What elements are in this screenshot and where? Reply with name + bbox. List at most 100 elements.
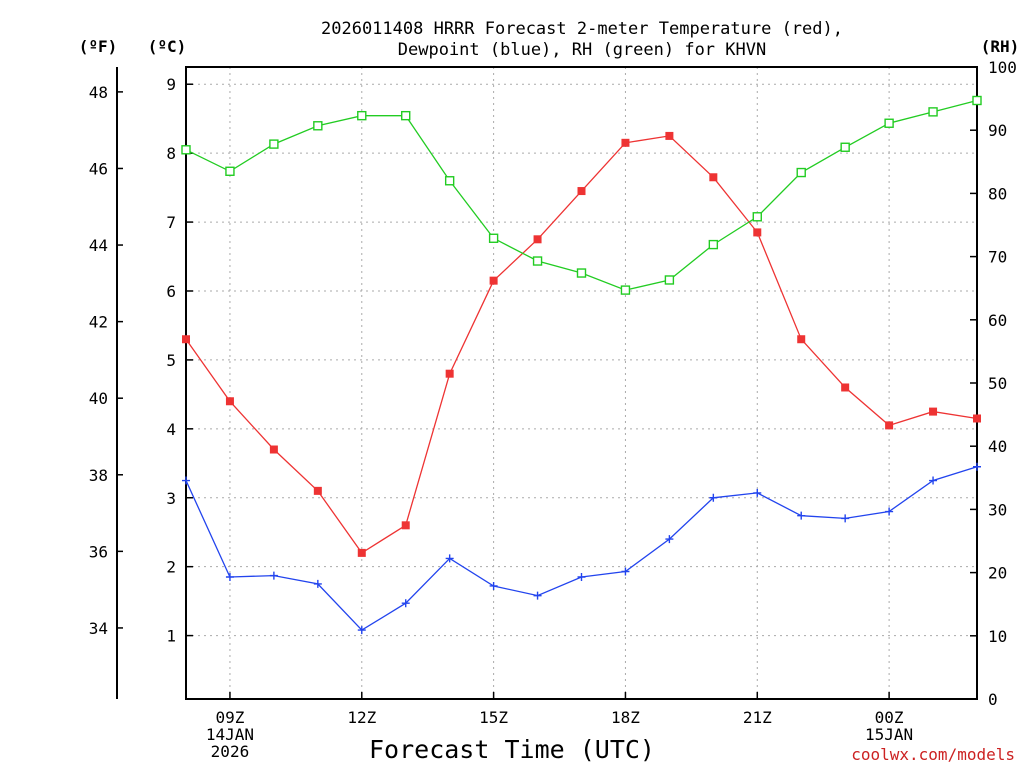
tick-labels: 1234567893436384042444648010203040506070… <box>89 58 1017 761</box>
temperature-point <box>621 138 630 147</box>
temperature-point <box>357 548 366 557</box>
dewpoint-line <box>185 466 978 631</box>
rh-point <box>796 167 806 178</box>
x-axis-label: Forecast Time (UTC) <box>369 735 655 764</box>
celsius-tick-label: 4 <box>166 420 176 439</box>
temperature-point <box>269 445 278 454</box>
rh-point <box>752 212 762 222</box>
series-layer <box>181 95 982 635</box>
dewpoint-point <box>313 579 322 588</box>
rh-tick-label: 40 <box>988 437 1007 456</box>
temperature-point <box>182 335 190 344</box>
axes <box>116 66 978 700</box>
temperature-point <box>753 228 762 237</box>
rh-tick-label: 60 <box>988 311 1007 330</box>
dewpoint-point <box>225 573 234 582</box>
dewpoint-point <box>269 571 278 580</box>
fahrenheit-tick-label: 44 <box>89 236 108 255</box>
rh-point <box>181 145 191 155</box>
rh-tick-label: 30 <box>988 500 1007 519</box>
rh-point <box>401 110 411 121</box>
rh-tick-label: 100 <box>988 58 1017 77</box>
rh-point <box>620 285 631 295</box>
x-tick-label: 09Z <box>215 708 244 727</box>
rh-point <box>488 233 499 243</box>
plot-frame <box>185 66 978 700</box>
dewpoint-point <box>577 573 586 582</box>
dewpoint-point <box>753 488 762 497</box>
rh-point <box>269 139 279 149</box>
temperature-point <box>577 187 586 196</box>
rh-unit-label: (RH) <box>981 37 1020 56</box>
rh-point <box>664 275 675 285</box>
temperature-point <box>401 521 410 530</box>
fahrenheit-tick-label: 38 <box>89 466 108 485</box>
fahrenheit-unit-label: (ºF) <box>79 37 118 56</box>
celsius-tick-label: 3 <box>166 489 176 508</box>
dewpoint-point <box>357 626 366 635</box>
temperature-point <box>841 383 850 392</box>
rh-tick-label: 50 <box>988 374 1007 393</box>
x-tick-label: 14JAN <box>206 725 254 744</box>
rh-point <box>972 95 982 106</box>
x-tick-label: 21Z <box>743 708 772 727</box>
celsius-tick-label: 5 <box>166 351 176 370</box>
rh-tick-label: 0 <box>988 690 998 709</box>
fahrenheit-tick-label: 40 <box>89 389 108 408</box>
dewpoint-point <box>621 567 630 576</box>
dewpoint-point <box>401 599 410 608</box>
x-tick-label: 15Z <box>479 708 508 727</box>
dewpoint-point <box>709 493 718 502</box>
dewpoint-point <box>489 581 498 590</box>
fahrenheit-tick-label: 48 <box>89 83 108 102</box>
fahrenheit-tick-label: 36 <box>89 542 108 561</box>
temperature-point <box>973 414 981 423</box>
rh-point <box>313 121 323 131</box>
temperature-point <box>885 421 894 430</box>
temperature-point <box>445 369 454 378</box>
dewpoint-point <box>797 511 806 520</box>
temperature-point <box>929 407 938 416</box>
dewpoint-point <box>182 476 190 485</box>
temperature-point <box>797 335 806 344</box>
gridlines <box>186 67 977 699</box>
rh-point <box>532 256 543 266</box>
rh-tick-label: 90 <box>988 121 1007 140</box>
dewpoint-point <box>533 591 542 600</box>
rh-point <box>928 107 938 117</box>
x-tick-label: 18Z <box>611 708 640 727</box>
celsius-tick-label: 8 <box>166 144 176 163</box>
rh-tick-label: 80 <box>988 184 1007 203</box>
celsius-tick-label: 7 <box>166 213 176 232</box>
temperature-point <box>313 486 322 495</box>
celsius-tick-label: 1 <box>166 627 176 646</box>
chart-title-line2: Dewpoint (blue), RH (green) for KHVN <box>398 40 766 60</box>
x-tick-label: 00Z <box>875 708 904 727</box>
temperature-point <box>533 235 542 244</box>
rh-point <box>840 142 850 152</box>
celsius-unit-label: (ºC) <box>148 37 187 56</box>
rh-point <box>708 239 719 250</box>
x-tick-label: 2026 <box>211 742 250 761</box>
rh-tick-label: 70 <box>988 248 1007 267</box>
chart-title-line1: 2026011408 HRRR Forecast 2-meter Tempera… <box>321 19 843 39</box>
rh-point <box>884 118 894 128</box>
fahrenheit-tick-label: 34 <box>89 619 108 638</box>
rh-tick-label: 10 <box>988 627 1007 646</box>
x-tick-label: 15JAN <box>865 725 913 744</box>
rh-point <box>225 166 235 176</box>
temperature-point <box>225 397 234 406</box>
temperature-point <box>489 276 498 285</box>
dewpoint-point <box>885 507 894 516</box>
temperature-point <box>709 173 718 182</box>
dewpoint-point <box>841 514 850 523</box>
celsius-tick-label: 2 <box>166 558 176 577</box>
rh-line <box>185 99 978 291</box>
watermark: coolwx.com/models <box>851 745 1015 764</box>
rh-point <box>576 268 587 278</box>
x-tick-label: 12Z <box>347 708 376 727</box>
temperature-point <box>665 131 674 140</box>
dewpoint-point <box>973 462 981 471</box>
rh-point <box>444 176 455 186</box>
